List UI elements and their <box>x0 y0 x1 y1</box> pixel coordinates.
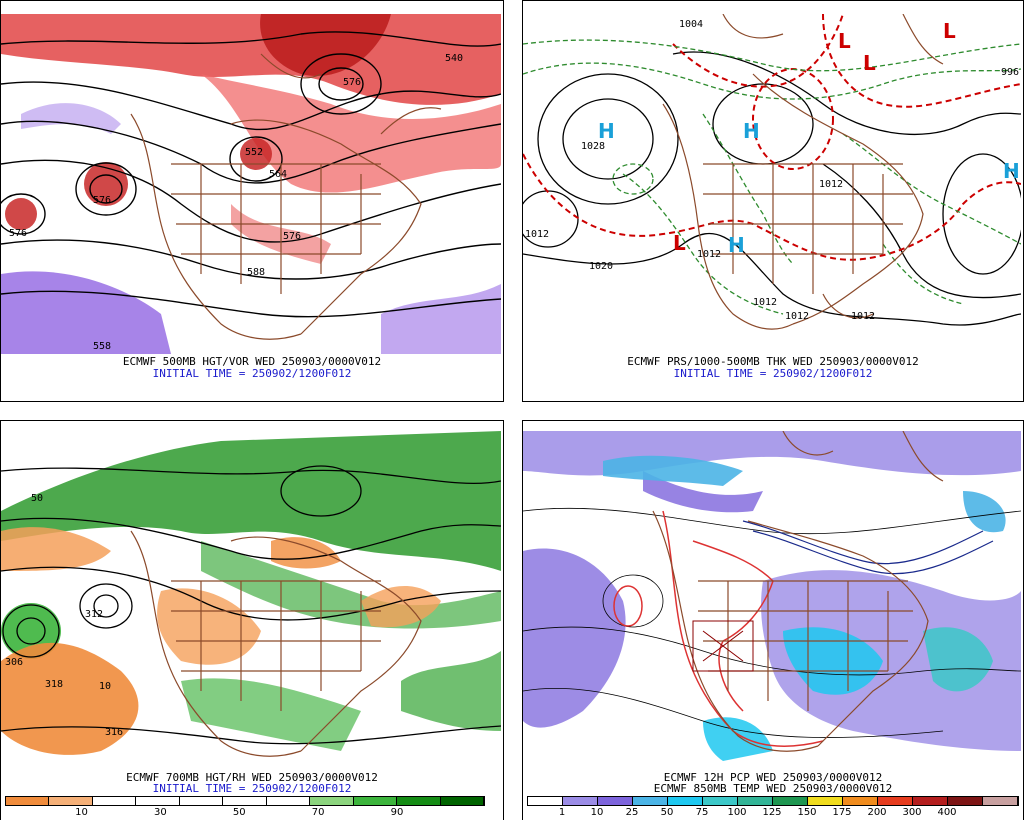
panel-500mb-hgt-vor: 540 576 576 552 564 576 588 558 576 ECMW… <box>0 0 504 402</box>
caption-precip-title: ECMWF 12H PCP WED 250903/0000V012 <box>663 771 883 784</box>
caption-temp-title: ECMWF 850MB TEMP WED 250903/0000V012 <box>653 782 893 795</box>
low-pressure-symbol: L <box>943 19 956 43</box>
contour-label: 576 <box>93 195 112 206</box>
colorbar-tick: 10 <box>590 807 604 818</box>
colorbar-tick: 400 <box>937 807 957 818</box>
map-pressure-thickness <box>523 14 1021 354</box>
colorbar-tick: 25 <box>625 807 639 818</box>
map-500mb-vorticity <box>1 14 501 354</box>
colorbar-tick: 300 <box>902 807 922 818</box>
contour-label: 316 <box>105 727 124 738</box>
panel-12h-precip-850mb-temp: ECMWF 12H PCP WED 250903/0000V012 ECMWF … <box>522 420 1024 820</box>
high-pressure-symbol: H <box>743 119 760 143</box>
isobar-label: 1012 <box>697 249 722 260</box>
precip-colorbar-swatch <box>668 797 703 805</box>
isobar-label: 1028 <box>581 141 606 152</box>
rh-colorbar-swatch <box>179 797 224 805</box>
precip-colorbar <box>527 796 1019 806</box>
colorbar-tick: 125 <box>762 807 782 818</box>
contour-label: 312 <box>85 609 104 620</box>
high-pressure-symbol: H <box>598 119 615 143</box>
colorbar-tick: 1 <box>558 807 566 818</box>
isobar-label: 1004 <box>679 19 704 30</box>
precip-colorbar-swatch <box>563 797 598 805</box>
colorbar-tick: 50 <box>232 807 246 818</box>
rh-colorbar-swatch <box>266 797 311 805</box>
contour-label: 540 <box>445 53 464 64</box>
map-precip-temperature <box>523 431 1021 771</box>
panel-700mb-hgt-rh: 318 312 316 306 50 10 ECMWF 700MB HGT/RH… <box>0 420 504 820</box>
precip-colorbar-swatch <box>948 797 983 805</box>
rh-colorbar-swatch <box>397 797 441 805</box>
caption-init-time: INITIAL TIME = 250902/1200F012 <box>152 782 352 795</box>
precip-colorbar-swatch <box>598 797 633 805</box>
panel-sfc-pressure-thickness: H H H H L L L L 1028 1012 1020 1012 1012… <box>522 0 1024 402</box>
precip-colorbar-swatch <box>528 797 563 805</box>
caption-title: ECMWF PRS/1000-500MB THK WED 250903/0000… <box>627 355 919 368</box>
rh-colorbar-swatch <box>49 797 93 805</box>
rh-colorbar-swatch <box>440 797 484 805</box>
isobar-label: 996 <box>1001 67 1020 78</box>
colorbar-tick: 70 <box>311 807 325 818</box>
contour-label: 318 <box>45 679 64 690</box>
precip-colorbar-swatch <box>808 797 843 805</box>
rh-colorbar-swatch <box>310 797 354 805</box>
contour-label: 588 <box>247 267 266 278</box>
precip-colorbar-ticks: 1 10 25 50 75 100 125 150 175 200 300 400 <box>527 807 1017 819</box>
caption-title: ECMWF 500MB HGT/VOR WED 250903/0000V012 <box>122 355 382 368</box>
isobar-label: 1012 <box>785 311 810 322</box>
colorbar-tick: 30 <box>153 807 167 818</box>
colorbar-tick: 175 <box>832 807 852 818</box>
precip-colorbar-swatch <box>703 797 738 805</box>
isobar-label: 1012 <box>851 311 876 322</box>
precip-colorbar-swatch <box>633 797 668 805</box>
caption-init-time: INITIAL TIME = 250902/1200F012 <box>152 367 352 380</box>
contour-label: 576 <box>9 228 28 239</box>
rh-colorbar <box>5 796 485 806</box>
colorbar-tick: 90 <box>390 807 404 818</box>
low-pressure-symbol: L <box>863 51 876 75</box>
low-pressure-symbol: L <box>673 231 686 255</box>
rh-colorbar-swatch <box>136 797 180 805</box>
rh-colorbar-swatch <box>353 797 398 805</box>
rh-colorbar-swatch <box>6 797 50 805</box>
caption-init-time: INITIAL TIME = 250902/1200F012 <box>673 367 873 380</box>
low-pressure-symbol: L <box>838 29 851 53</box>
map-700mb-humidity <box>1 431 501 771</box>
contour-label: 50 <box>31 493 44 504</box>
precip-colorbar-swatch <box>738 797 773 805</box>
precip-colorbar-swatch <box>878 797 913 805</box>
precip-colorbar-swatch <box>843 797 878 805</box>
colorbar-tick: 75 <box>695 807 709 818</box>
isobar-label: 1020 <box>589 261 614 272</box>
rh-colorbar-swatch <box>92 797 137 805</box>
colorbar-tick: 200 <box>867 807 887 818</box>
rh-colorbar-swatch <box>223 797 267 805</box>
contour-label: 564 <box>269 169 288 180</box>
colorbar-tick: 100 <box>727 807 747 818</box>
contour-label: 10 <box>99 681 112 692</box>
precip-colorbar-swatch <box>913 797 948 805</box>
caption-title: ECMWF 700MB HGT/RH WED 250903/0000V012 <box>126 771 378 784</box>
contour-label: 552 <box>245 147 264 158</box>
high-pressure-symbol: H <box>1003 159 1020 183</box>
contour-label: 558 <box>93 341 112 352</box>
colorbar-tick: 150 <box>797 807 817 818</box>
contour-label: 306 <box>5 657 24 668</box>
high-pressure-symbol: H <box>728 233 745 257</box>
rh-colorbar-ticks: 10 30 50 70 90 <box>5 807 483 819</box>
isobar-label: 1012 <box>753 297 778 308</box>
colorbar-tick: 50 <box>660 807 674 818</box>
isobar-label: 1012 <box>525 229 550 240</box>
colorbar-tick: 10 <box>75 807 88 818</box>
contour-label: 576 <box>283 231 302 242</box>
isobar-label: 1012 <box>819 179 844 190</box>
precip-colorbar-swatch <box>983 797 1018 805</box>
contour-label: 576 <box>343 77 362 88</box>
precip-colorbar-swatch <box>773 797 808 805</box>
